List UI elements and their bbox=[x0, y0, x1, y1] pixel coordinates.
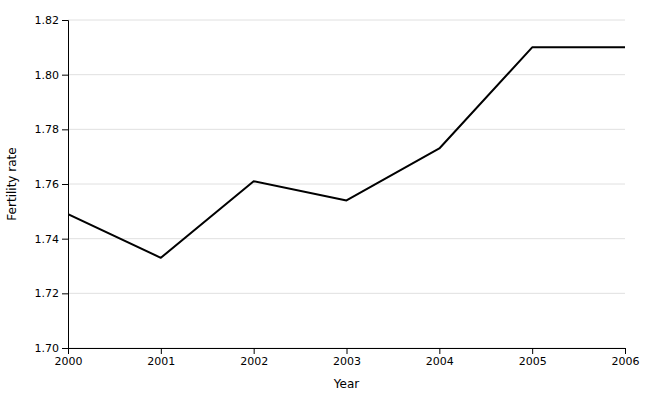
y-tick-label: 1.82 bbox=[35, 14, 60, 27]
x-axis-title: Year bbox=[333, 377, 359, 391]
x-tick: 2005 bbox=[519, 348, 547, 368]
x-tick-label: 2006 bbox=[612, 355, 640, 368]
x-tick: 2004 bbox=[426, 348, 454, 368]
grid-line bbox=[68, 74, 625, 75]
x-tick-label: 2001 bbox=[147, 355, 175, 368]
x-tick-label: 2004 bbox=[426, 355, 454, 368]
grid-line bbox=[68, 129, 625, 130]
y-axis-line bbox=[62, 21, 69, 349]
y-tick-label: 1.70 bbox=[35, 342, 60, 355]
grid-line bbox=[68, 184, 625, 185]
grid-line bbox=[68, 293, 625, 294]
y-tick: 1.72 bbox=[35, 287, 69, 300]
x-axis: 2000 2001 2002 2003 2004 2005 2006 bbox=[55, 348, 640, 368]
y-tick-label: 1.74 bbox=[35, 233, 60, 246]
x-tick-label: 2000 bbox=[55, 355, 83, 368]
x-tick: 2003 bbox=[333, 348, 361, 368]
plot-area bbox=[68, 47, 625, 257]
x-tick-mark bbox=[532, 348, 533, 354]
grid-line bbox=[68, 238, 625, 239]
x-tick: 2006 bbox=[612, 348, 640, 368]
x-tick-mark bbox=[347, 348, 348, 354]
y-tick-label: 1.76 bbox=[35, 178, 60, 191]
chart-container: 2000 2001 2002 2003 2004 2005 2006 1.70 1.72 1.74… bbox=[0, 0, 650, 400]
grid-line bbox=[68, 20, 625, 21]
chart-svg: 2000 2001 2002 2003 2004 2005 2006 1.70 1.72 1.74… bbox=[0, 0, 650, 400]
y-axis-title: Fertility rate bbox=[5, 147, 19, 220]
y-tick-mark bbox=[62, 293, 68, 294]
x-tick: 2002 bbox=[240, 348, 268, 368]
x-tick: 2001 bbox=[147, 348, 175, 368]
y-tick: 1.82 bbox=[35, 14, 69, 27]
grid bbox=[68, 20, 625, 348]
x-tick-label: 2003 bbox=[333, 355, 361, 368]
y-tick-mark bbox=[62, 20, 68, 21]
x-tick-mark bbox=[439, 348, 440, 354]
y-axis: 1.70 1.72 1.74 1.76 1.78 1.80 1.82 bbox=[35, 14, 69, 355]
x-tick-mark bbox=[254, 348, 255, 354]
data-line bbox=[68, 47, 625, 257]
x-axis-line bbox=[69, 349, 626, 355]
y-tick-mark bbox=[62, 239, 68, 240]
y-tick: 1.78 bbox=[35, 123, 69, 136]
y-tick: 1.76 bbox=[35, 178, 69, 191]
y-tick: 1.70 bbox=[35, 342, 69, 355]
x-tick-label: 2002 bbox=[240, 355, 268, 368]
y-tick-mark bbox=[62, 348, 68, 349]
y-tick-label: 1.80 bbox=[35, 69, 60, 82]
y-tick-mark bbox=[62, 129, 68, 130]
x-tick-label: 2005 bbox=[519, 355, 547, 368]
y-tick: 1.74 bbox=[35, 233, 69, 246]
y-tick-label: 1.72 bbox=[35, 287, 60, 300]
y-tick-label: 1.78 bbox=[35, 123, 60, 136]
y-tick-mark bbox=[62, 184, 68, 185]
y-tick-mark bbox=[62, 75, 68, 76]
y-tick: 1.80 bbox=[35, 69, 69, 82]
x-tick-mark bbox=[625, 348, 626, 354]
x-tick-mark bbox=[161, 348, 162, 354]
